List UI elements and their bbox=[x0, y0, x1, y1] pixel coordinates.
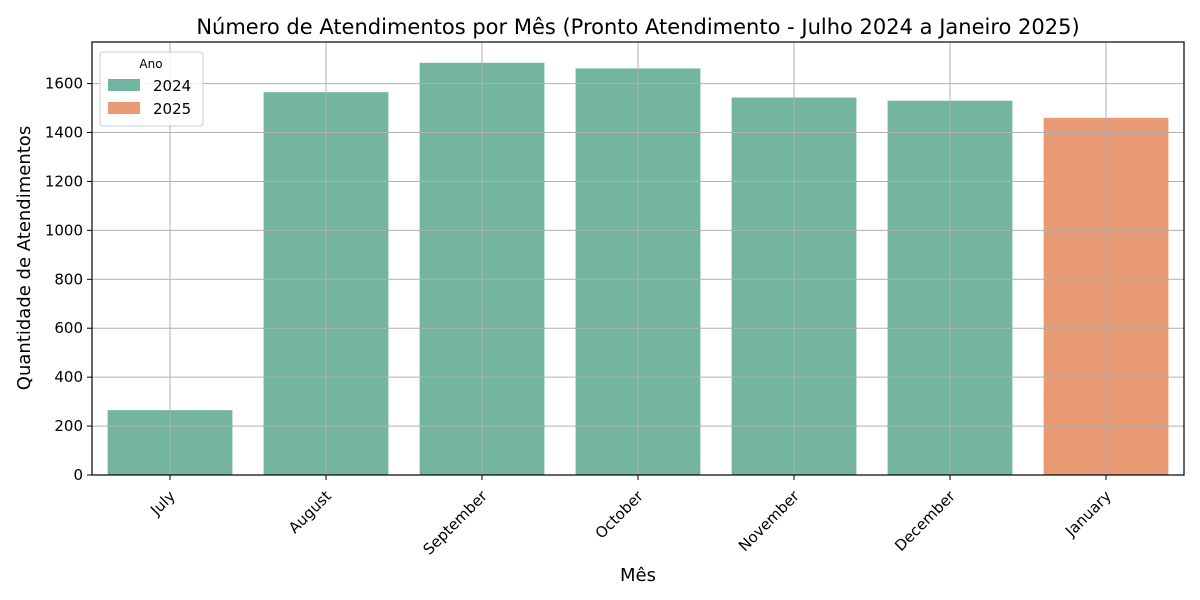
x-tick-label-september: September bbox=[419, 487, 491, 559]
legend-swatch-2024 bbox=[108, 79, 140, 91]
x-axis-ticks: July August September October November Decemb… bbox=[146, 475, 1115, 558]
y-tick-label: 1400 bbox=[45, 124, 83, 142]
y-axis-label: Quantidade de Atendimentos bbox=[14, 126, 35, 390]
y-tick-label: 200 bbox=[54, 417, 83, 435]
y-tick-label: 0 bbox=[73, 466, 83, 484]
x-axis-label: Mês bbox=[620, 565, 656, 586]
y-tick-label: 1200 bbox=[45, 172, 83, 190]
legend-title: Ano bbox=[139, 57, 162, 71]
legend-label-2025: 2025 bbox=[153, 100, 191, 118]
legend: Ano 2024 2025 bbox=[99, 51, 204, 127]
x-tick-label-october: October bbox=[592, 487, 648, 543]
y-tick-label: 400 bbox=[54, 368, 83, 386]
plot-frame bbox=[91, 41, 1185, 476]
legend-label-2024: 2024 bbox=[153, 77, 191, 95]
y-tick-label: 1600 bbox=[45, 75, 83, 93]
grid bbox=[92, 42, 1184, 476]
x-tick-label-december: December bbox=[891, 487, 959, 555]
x-tick-label-july: July bbox=[146, 487, 179, 520]
y-tick-label: 800 bbox=[54, 270, 83, 288]
chart-title: Número de Atendimentos por Mês (Pronto A… bbox=[196, 15, 1079, 39]
x-tick-label-august: August bbox=[285, 487, 335, 537]
y-tick-label: 600 bbox=[54, 319, 83, 337]
legend-swatch-2025 bbox=[108, 102, 140, 114]
y-tick-label: 1000 bbox=[45, 221, 83, 239]
y-axis-ticks: 0 200 400 600 800 1000 1200 1400 1600 bbox=[45, 75, 92, 484]
x-tick-label-january: January bbox=[1061, 487, 1115, 541]
x-tick-label-november: November bbox=[735, 487, 803, 555]
